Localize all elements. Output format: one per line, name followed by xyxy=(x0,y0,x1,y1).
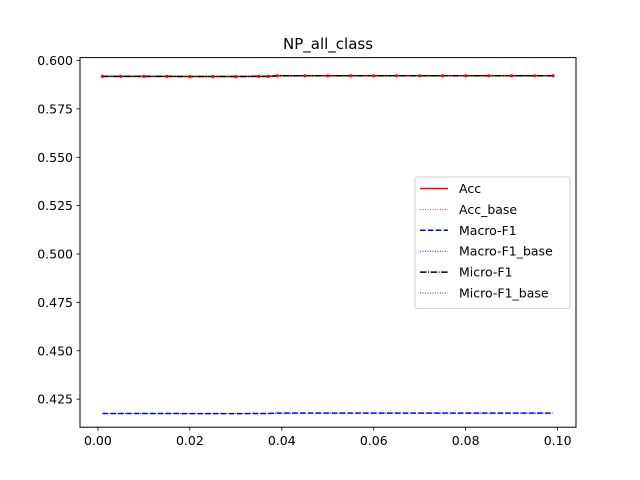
y-tick-label: 0.500 xyxy=(37,247,73,262)
legend-label: Micro-F1_base xyxy=(459,286,549,301)
y-tick-label: 0.550 xyxy=(37,150,73,165)
legend-box xyxy=(414,176,571,309)
acc-base-point xyxy=(326,74,330,78)
y-tick-label: 0.600 xyxy=(37,53,73,68)
acc-base-point xyxy=(257,74,261,78)
y-tick-label: 0.450 xyxy=(37,343,73,358)
y-tick-label: 0.425 xyxy=(37,392,73,407)
x-tick-label: 0.04 xyxy=(268,433,296,448)
acc-base-point xyxy=(464,74,468,78)
x-tick-label: 0.10 xyxy=(544,433,572,448)
acc-base-point xyxy=(165,74,169,78)
acc-base-point xyxy=(275,74,279,78)
acc-base-point xyxy=(119,74,123,78)
legend-label: Acc_base xyxy=(459,202,517,217)
plot-area xyxy=(100,74,555,415)
acc-base-point xyxy=(349,74,353,78)
series-line-macro-f1-base xyxy=(102,412,554,415)
legend-label: Macro-F1 xyxy=(459,223,517,238)
legend-label: Macro-F1_base xyxy=(459,244,553,259)
x-tick-label: 0.02 xyxy=(176,433,204,448)
series-line-micro-f1-base xyxy=(102,75,554,77)
acc-base-point xyxy=(372,74,376,78)
legend: Acc Acc_base Macro-F1 Macro-F1_base Micro-F1… xyxy=(414,176,571,309)
acc-base-point xyxy=(551,74,555,78)
acc-base-point xyxy=(234,74,238,79)
acc-base-point xyxy=(395,74,399,78)
acc-base-point xyxy=(142,74,146,78)
y-tick-label: 0.575 xyxy=(37,101,73,116)
acc-base-point xyxy=(418,74,422,78)
x-axis: 0.00 0.02 0.04 0.06 0.08 0.10 xyxy=(84,427,572,448)
legend-label: Micro-F1 xyxy=(459,265,513,280)
y-tick-label: 0.475 xyxy=(37,295,73,310)
y-axis: 0.425 0.450 0.475 0.500 0.525 0.550 0.575 0.600 xyxy=(37,53,80,407)
acc-base-point xyxy=(487,74,491,78)
acc-base-point xyxy=(441,74,445,78)
acc-base-point xyxy=(510,74,514,78)
x-tick-label: 0.00 xyxy=(84,433,112,448)
chart-title: NP_all_class xyxy=(283,35,373,54)
y-tick-label: 0.525 xyxy=(37,198,73,213)
legend-label: Acc xyxy=(459,181,481,196)
acc-base-point xyxy=(266,74,270,78)
acc-base-point xyxy=(533,74,537,78)
axes-frame xyxy=(79,57,577,428)
x-tick-label: 0.08 xyxy=(452,433,480,448)
acc-base-point xyxy=(211,74,215,79)
acc-base-point xyxy=(188,74,192,79)
acc-base-point xyxy=(100,74,105,78)
acc-base-point xyxy=(303,74,307,78)
x-tick-label: 0.06 xyxy=(360,433,388,448)
